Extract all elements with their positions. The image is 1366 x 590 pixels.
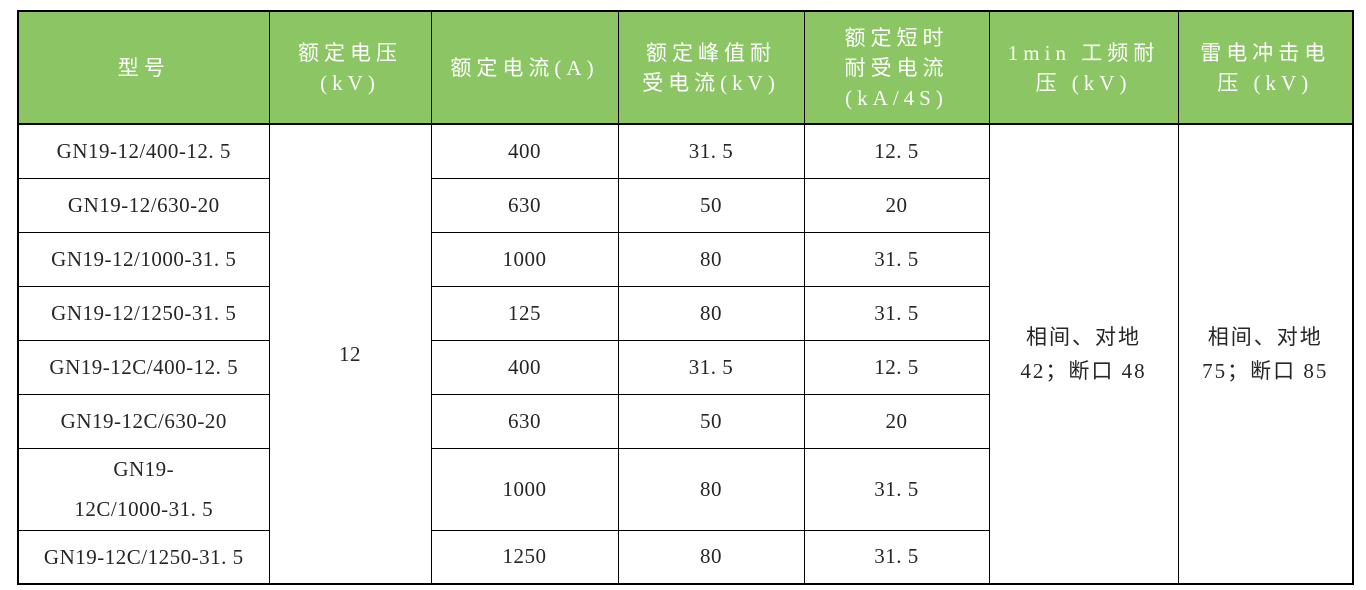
- column-header-lightning: 雷电冲击电 压 (kV): [1177, 10, 1354, 125]
- peak-withstand-cell: 50: [617, 393, 805, 449]
- peak-withstand-cell: 80: [617, 231, 805, 287]
- short-time-cell: 31. 5: [803, 285, 990, 341]
- table-row: GN19-12C/1250-31. 5 1250 80 31. 5: [17, 529, 1353, 585]
- table-row: GN19-12/400-12. 5 12 400 31. 5 12. 5 相间、…: [17, 123, 1354, 585]
- short-time-cell: 31. 5: [803, 447, 990, 531]
- column-header-model: 型号: [17, 10, 270, 125]
- short-time-cell: 12. 5: [803, 123, 990, 179]
- table-row: GN19-12/630-20 630 50 20: [17, 177, 1353, 233]
- model-cell: GN19-12/400-12. 5: [17, 123, 270, 179]
- rated-current-cell: 1250: [430, 529, 619, 585]
- short-time-cell: 31. 5: [803, 529, 990, 585]
- peak-withstand-cell: 50: [617, 177, 805, 233]
- model-cell: GN19-12/1250-31. 5: [17, 285, 270, 341]
- column-header-peak-withstand: 额定峰值耐 受电流(kV): [617, 10, 805, 125]
- rated-current-cell: 630: [430, 177, 619, 233]
- table-row: GN19- 12C/1000-31. 5 1000 80 31. 5: [17, 447, 1353, 531]
- rated-current-cell: 630: [430, 393, 619, 449]
- rated-current-cell: 400: [430, 123, 619, 179]
- short-time-cell: 12. 5: [803, 339, 990, 395]
- peak-withstand-cell: 80: [617, 529, 805, 585]
- table-row: GN19-12/1000-31. 5 1000 80 31. 5: [17, 231, 1353, 287]
- model-cell: GN19-12C/630-20: [17, 393, 270, 449]
- power-freq-merged-cell: 相间、对地 42；断口 48: [988, 123, 1179, 585]
- rated-voltage-merged-cell: 12: [268, 123, 432, 585]
- table-row: GN19-12C/630-20 630 50 20: [17, 393, 1353, 449]
- column-header-power-freq: 1min 工频耐 压 (kV): [988, 10, 1179, 125]
- rated-current-cell: 125: [430, 285, 619, 341]
- table-row: GN19-12C/400-12. 5 400 31. 5 12. 5: [17, 339, 1353, 395]
- short-time-cell: 20: [803, 393, 990, 449]
- peak-withstand-cell: 31. 5: [617, 123, 805, 179]
- short-time-cell: 20: [803, 177, 990, 233]
- lightning-merged-cell: 相间、对地 75；断口 85: [1177, 123, 1354, 585]
- model-cell: GN19- 12C/1000-31. 5: [17, 447, 270, 531]
- column-header-short-time: 额定短时 耐受电流 (kA/4S): [803, 10, 990, 125]
- switch-specification-table: 型号 额定电压 (kV) 额定电流(A) 额定峰值耐 受电流(kV) 额定短时 …: [17, 10, 1354, 585]
- peak-withstand-cell: 80: [617, 285, 805, 341]
- table-header-row: 型号 额定电压 (kV) 额定电流(A) 额定峰值耐 受电流(kV) 额定短时 …: [17, 10, 1354, 125]
- column-header-rated-voltage: 额定电压 (kV): [268, 10, 432, 125]
- rated-current-cell: 400: [430, 339, 619, 395]
- table-row: GN19-12/1250-31. 5 125 80 31. 5: [17, 285, 1353, 341]
- specification-table-container: 型号 额定电压 (kV) 额定电流(A) 额定峰值耐 受电流(kV) 额定短时 …: [17, 10, 1354, 585]
- rated-current-cell: 1000: [430, 447, 619, 531]
- peak-withstand-cell: 31. 5: [617, 339, 805, 395]
- model-cell: GN19-12C/1250-31. 5: [17, 529, 270, 585]
- model-cell: GN19-12/1000-31. 5: [17, 231, 270, 287]
- rated-current-cell: 1000: [430, 231, 619, 287]
- column-header-rated-current: 额定电流(A): [430, 10, 619, 125]
- model-cell: GN19-12/630-20: [17, 177, 270, 233]
- short-time-cell: 31. 5: [803, 231, 990, 287]
- peak-withstand-cell: 80: [617, 447, 805, 531]
- model-cell: GN19-12C/400-12. 5: [17, 339, 270, 395]
